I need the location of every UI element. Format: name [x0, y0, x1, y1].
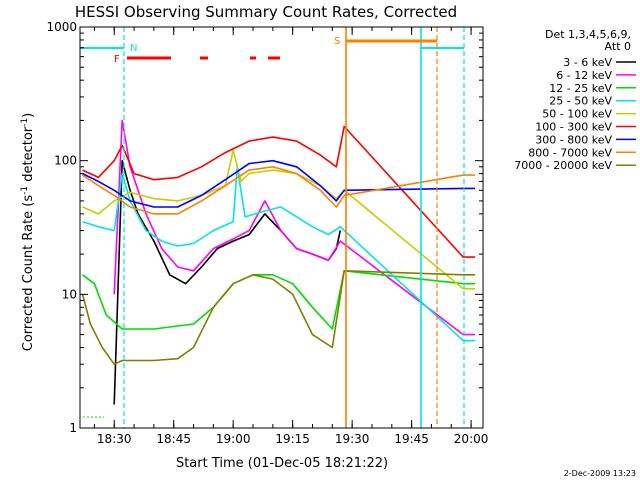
y-axis-label-part: Corrected Count Rate (s	[21, 195, 36, 352]
y-axis-label-sup: -1	[20, 186, 30, 195]
legend-label: 800 - 7000 keV	[528, 146, 612, 159]
footer-date: 2-Dec-2009 13:23	[564, 469, 636, 478]
series-line-3	[82, 166, 476, 342]
legend-header: Att 0	[605, 40, 631, 53]
legend-label: 300 - 800 keV	[535, 133, 612, 146]
series-line-8	[81, 270, 476, 365]
legend-label: 12 - 25 keV	[549, 82, 612, 95]
x-tick-label: 19:15	[275, 432, 310, 446]
y-axis-label-sup: -1	[20, 118, 30, 127]
series-line-6	[82, 159, 476, 208]
chart-title: HESSI Observing Summary Count Rates, Cor…	[75, 3, 457, 21]
flag-label-s: S	[334, 36, 340, 47]
axes-layer: 1 10 100 1000 18:30 18:45 19:00 19:15 19:30 19:45…	[46, 20, 488, 446]
plot-frame	[79, 26, 484, 429]
series-line-5	[82, 125, 476, 258]
x-tick-label: 18:45	[156, 432, 191, 446]
x-tick-label: 19:45	[394, 432, 429, 446]
legend-label: 6 - 12 keV	[556, 69, 612, 82]
y-tick-label: 10	[62, 287, 77, 301]
flag-label-f: F	[114, 54, 120, 65]
x-tick-label: 20:00	[454, 432, 489, 446]
y-axis-label: Corrected Count Rate (s-1 detector-1)	[20, 113, 36, 351]
x-axis-label: Start Time (01-Dec-05 18:21:22)	[176, 456, 388, 471]
x-tick-label: 19:00	[216, 432, 251, 446]
y-axis-label-part: )	[21, 113, 36, 118]
x-tick-label: 18:30	[97, 432, 132, 446]
y-tick-label: 100	[54, 154, 77, 168]
legend-header: Det 1,3,4,5,6,9,	[545, 28, 631, 41]
flag-layer: NF S	[80, 27, 465, 428]
svg-text:Corrected Count Rate (s-1 dete: Corrected Count Rate (s-1 detector-1)	[20, 113, 36, 351]
series-line-4	[82, 149, 476, 290]
legend-label: 100 - 300 keV	[535, 121, 612, 134]
legend-label: 50 - 100 keV	[542, 108, 612, 121]
legend-label: 7000 - 20000 keV	[514, 159, 612, 172]
y-tick-label: 1000	[46, 20, 77, 34]
flag-label-n: N	[130, 43, 137, 54]
series-line-1	[113, 119, 476, 336]
series-line-7	[82, 166, 476, 215]
legend-label: 3 - 6 keV	[563, 56, 612, 69]
legend-label: 25 - 50 keV	[549, 95, 612, 108]
y-axis-label-part: detector	[21, 126, 36, 186]
series-layer	[81, 119, 476, 405]
x-tick-label: 19:30	[335, 432, 370, 446]
y-tick-label: 1	[69, 421, 77, 435]
